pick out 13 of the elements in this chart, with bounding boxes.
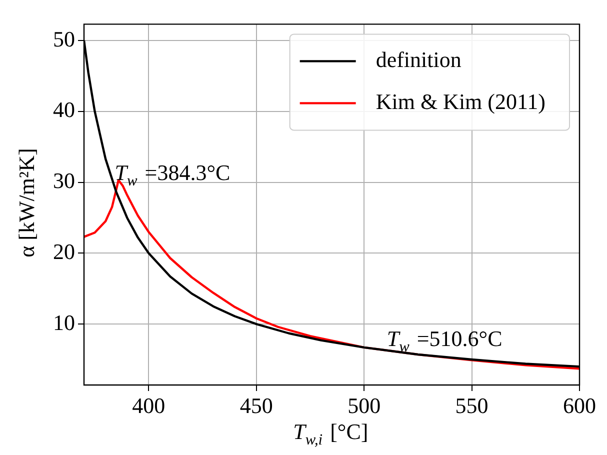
y-tick-label: 50 (53, 26, 75, 52)
y-tick-label: 10 (53, 310, 75, 335)
x-tick-label: 450 (240, 392, 273, 418)
x-tick-label: 500 (348, 392, 381, 418)
x-tick-label: 600 (563, 392, 596, 418)
y-tick-label: 30 (53, 168, 75, 194)
y-axis-title: α [kW/m²K] (14, 148, 39, 258)
x-tick-label: 400 (132, 392, 166, 418)
legend-label: definition (376, 46, 462, 72)
y-tick-label: 20 (53, 238, 75, 264)
legend-label: Kim & Kim (2011) (376, 88, 546, 114)
x-tick-label: 550 (455, 392, 488, 418)
y-tick-label: 40 (53, 97, 75, 122)
